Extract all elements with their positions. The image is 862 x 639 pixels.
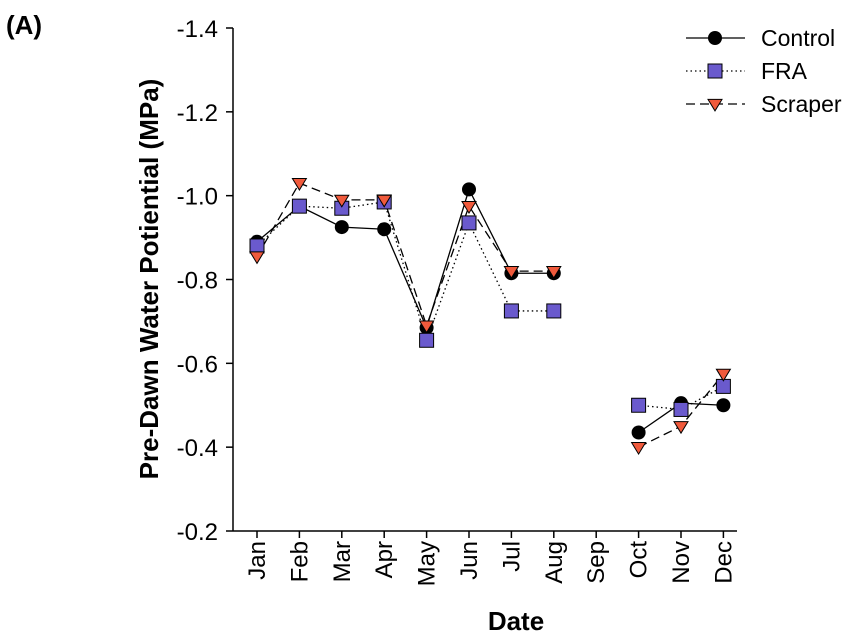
series-lines — [256, 182, 724, 448]
control-data-point — [462, 182, 476, 197]
legend: Control FRA Scraper — [686, 25, 842, 117]
axes — [232, 28, 737, 532]
control-legend-marker — [708, 31, 722, 45]
fra-data-point — [631, 397, 647, 413]
y-tick-label: -0.8 — [177, 268, 218, 295]
y-axis-title: Pre-Dawn Water Potiential (MPa) — [134, 79, 164, 480]
scraper-data-point — [461, 201, 477, 215]
y-tick-label: -0.2 — [177, 519, 218, 546]
y-ticks: -0.2 -0.4 -0.6 -0.8 -1.0 -1.2 -1.4 — [177, 16, 233, 546]
scraper-data-point — [418, 320, 435, 334]
scraper-data-point — [333, 194, 350, 208]
x-tick-label: Sep — [583, 541, 610, 584]
fra-legend-marker — [707, 63, 723, 79]
scraper-data-point — [249, 251, 265, 265]
x-tick-label: Jan — [244, 541, 271, 580]
fra-data-point — [461, 215, 477, 231]
fra-legend-label: FRA — [761, 58, 808, 84]
scraper-data-point — [630, 442, 647, 456]
scraper-data-point — [376, 194, 393, 208]
x-tick-label: Oct — [626, 541, 653, 579]
x-tick-label: Feb — [286, 541, 313, 582]
control-data-point — [377, 222, 392, 237]
fra-data-point — [546, 303, 562, 319]
x-tick-label: Nov — [668, 541, 695, 584]
scraper-data-point — [715, 368, 732, 382]
y-tick-label: -0.4 — [177, 435, 218, 462]
x-tick-label: Mar — [329, 541, 356, 582]
fra-data-point — [503, 303, 519, 319]
control-legend-label: Control — [761, 25, 835, 51]
y-tick-label: -1.0 — [177, 184, 218, 211]
x-tick-label: Apr — [371, 541, 398, 578]
x-tick-label: Aug — [541, 541, 568, 584]
scraper-data-point — [503, 265, 520, 280]
control-series-line — [256, 187, 724, 434]
control-data-point — [334, 220, 349, 235]
series-markers — [249, 177, 732, 456]
fra-data-point — [673, 401, 689, 417]
x-tick-label: Jul — [498, 541, 525, 572]
control-data-point — [716, 398, 731, 413]
panel-label: (A) — [6, 10, 42, 40]
fra-data-point — [291, 198, 307, 214]
scraper-data-point — [291, 177, 308, 191]
x-ticks: Jan Feb Mar Apr May Jun Jul Aug Sep Oct Nov Dec — [244, 531, 737, 586]
x-tick-label: Jun — [456, 541, 483, 580]
x-axis-title: Date — [488, 606, 544, 636]
fra-data-point — [419, 332, 435, 348]
scraper-data-point — [673, 421, 689, 435]
y-tick-label: -1.4 — [177, 16, 218, 43]
control-data-point — [631, 425, 646, 440]
scraper-series-line — [256, 182, 724, 448]
fra-series-line — [256, 201, 724, 411]
fra-data-point — [249, 238, 265, 254]
x-tick-label: May — [414, 541, 441, 586]
y-tick-label: -1.2 — [177, 100, 218, 127]
scraper-legend-marker — [707, 98, 723, 112]
scraper-legend-label: Scraper — [761, 91, 842, 117]
y-tick-label: -0.6 — [177, 351, 218, 378]
x-tick-label: Dec — [710, 541, 737, 584]
scraper-data-point — [545, 265, 562, 280]
